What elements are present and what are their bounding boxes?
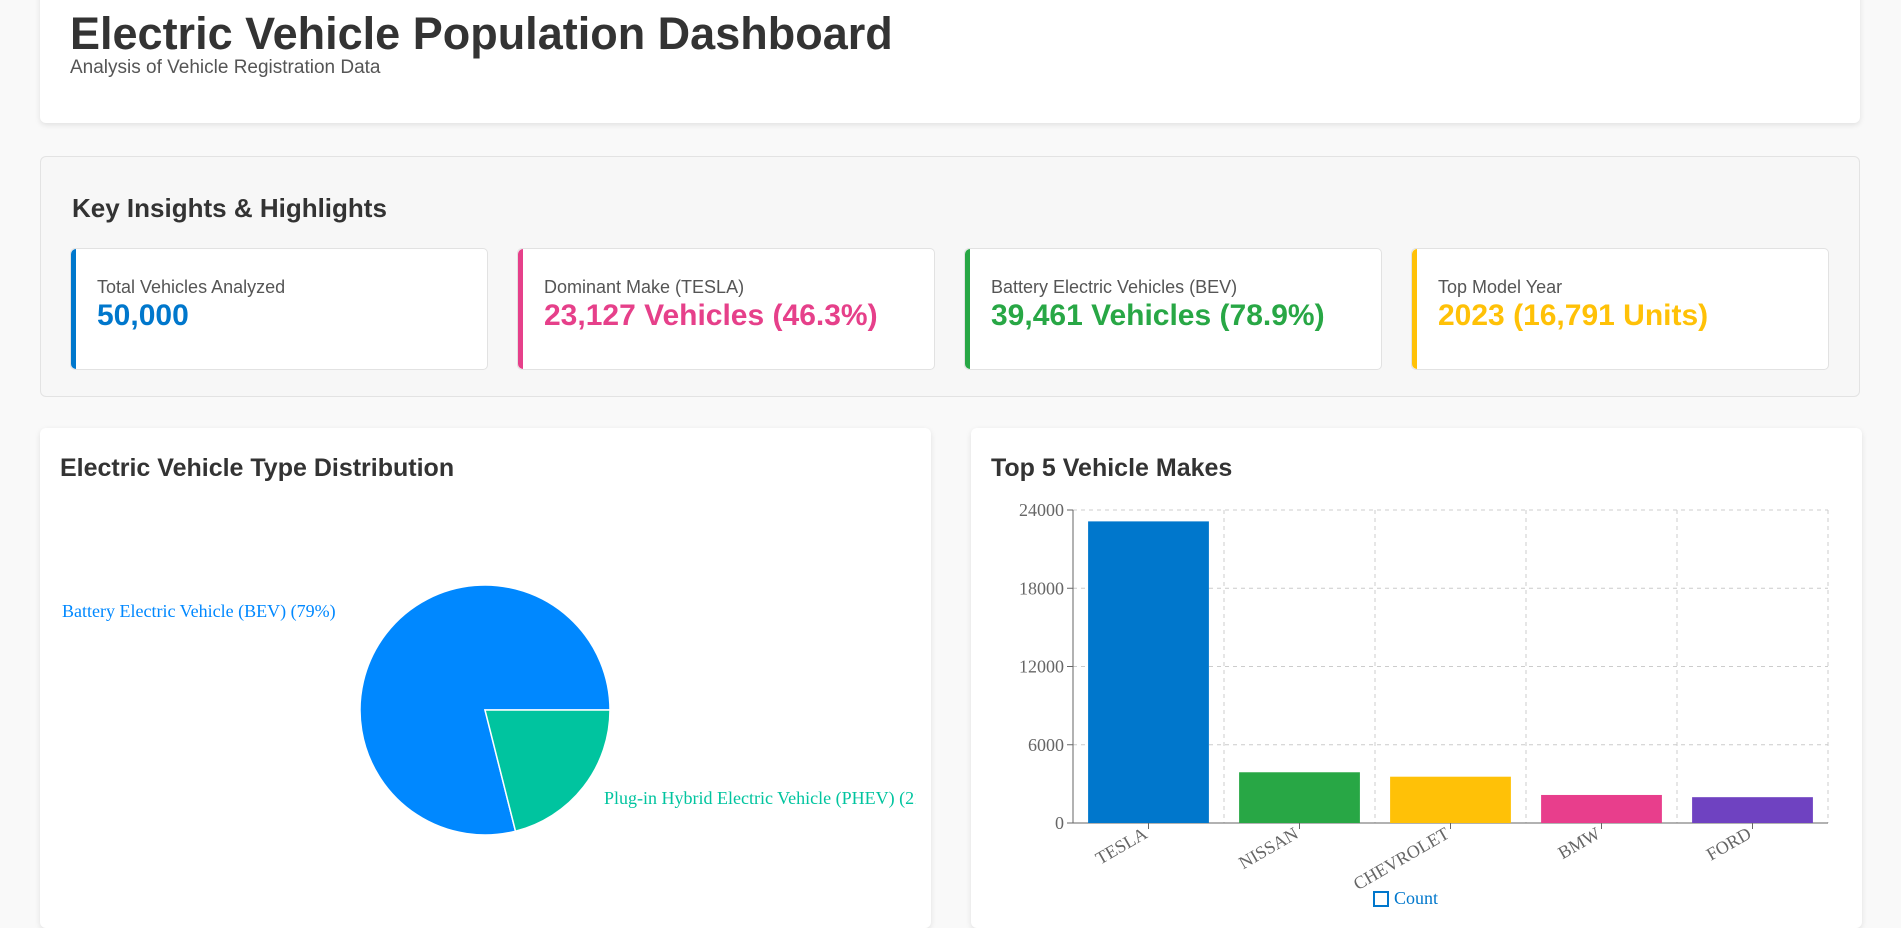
card-value: 23,127 Vehicles (46.3%): [544, 299, 878, 332]
insight-card-bev: Battery Electric Vehicles (BEV) 39,461 V…: [964, 248, 1382, 370]
pie-slice-label: Plug-in Hybrid Electric Vehicle (PHEV) (…: [604, 788, 931, 809]
pie-slice[interactable]: [484, 709, 611, 833]
x-tick-label: CHEVROLET: [1350, 823, 1453, 894]
x-tick-label: TESLA: [1092, 823, 1150, 868]
bar-chevrolet[interactable]: [1390, 776, 1511, 823]
card-accent-bar: [518, 249, 523, 369]
legend-swatch[interactable]: [1373, 891, 1389, 907]
x-tick-label: BMW: [1555, 823, 1604, 863]
bar-chart: 0 6000 12000 18000 24000 TESLA NISSAN CHEVROLET…: [1019, 500, 1829, 908]
card-value: 39,461 Vehicles (78.9%): [991, 299, 1325, 332]
bar-tesla[interactable]: [1088, 521, 1209, 823]
y-tick-label: 24000: [1019, 500, 1064, 520]
bar-panel-title: Top 5 Vehicle Makes: [991, 454, 1233, 482]
y-tick-label: 12000: [1019, 657, 1064, 677]
card-label: Top Model Year: [1438, 277, 1563, 297]
bar-ford[interactable]: [1692, 797, 1813, 823]
header: Electric Vehicle Population Dashboard An…: [40, 0, 1860, 123]
insights-title: Key Insights & Highlights: [72, 193, 387, 223]
bar-bmw[interactable]: [1541, 794, 1662, 823]
insights-section: Key Insights & Highlights Total Vehicles…: [40, 156, 1860, 397]
y-tick-label: 6000: [1028, 735, 1064, 755]
card-label: Dominant Make (TESLA): [544, 277, 745, 297]
pie-panel: Electric Vehicle Type Distribution Batte…: [40, 428, 931, 928]
card-value: 50,000: [97, 299, 189, 332]
pie-slice-label: Battery Electric Vehicle (BEV) (79%): [62, 601, 336, 622]
card-accent-bar: [71, 249, 76, 369]
x-tick-label: FORD: [1703, 823, 1755, 864]
insight-card-total: Total Vehicles Analyzed 50,000: [70, 248, 488, 370]
insight-card-dominant-make: Dominant Make (TESLA) 23,127 Vehicles (4…: [517, 248, 935, 370]
bar-panel: Top 5 Vehicle Makes 0 6000 12000 18000 24000…: [971, 428, 1862, 928]
pie-chart: Battery Electric Vehicle (BEV) (79%) Plug…: [62, 584, 931, 836]
page-title: Electric Vehicle Population Dashboard: [70, 8, 893, 59]
y-tick-label: 18000: [1019, 578, 1064, 598]
card-label: Total Vehicles Analyzed: [97, 277, 286, 297]
x-tick-label: NISSAN: [1235, 823, 1301, 873]
card-value: 2023 (16,791 Units): [1438, 299, 1709, 332]
pie-panel-title: Electric Vehicle Type Distribution: [60, 454, 455, 482]
card-accent-bar: [965, 249, 970, 369]
legend-label[interactable]: Count: [1394, 888, 1438, 908]
insight-card-model-year: Top Model Year 2023 (16,791 Units): [1411, 248, 1829, 370]
y-tick-label: 0: [1055, 813, 1064, 833]
card-label: Battery Electric Vehicles (BEV): [991, 277, 1238, 297]
card-accent-bar: [1412, 249, 1417, 369]
bar-nissan[interactable]: [1239, 772, 1360, 823]
page-subtitle: Analysis of Vehicle Registration Data: [70, 57, 381, 78]
